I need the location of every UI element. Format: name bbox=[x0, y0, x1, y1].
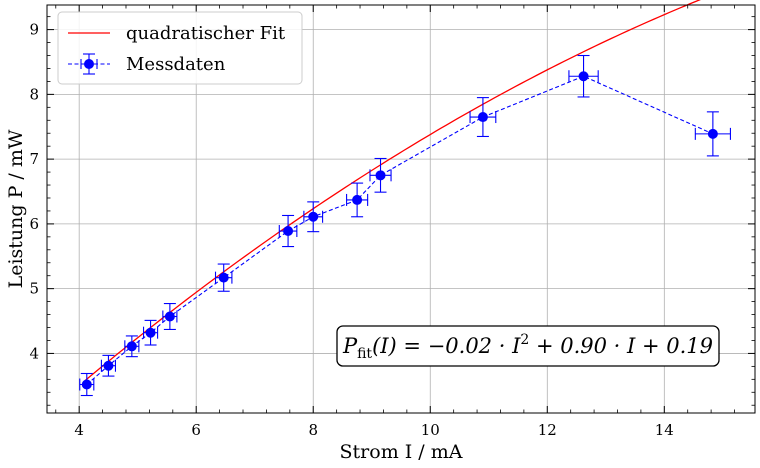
x-axis-label: Strom I / mA bbox=[340, 441, 463, 463]
legend-fit-label: quadratischer Fit bbox=[126, 23, 286, 44]
fit-equation-subscript: fit bbox=[357, 346, 372, 362]
fit-equation-superscript: 2 bbox=[520, 332, 529, 348]
y-tick-label: 4 bbox=[29, 344, 39, 362]
data-point-group bbox=[303, 201, 324, 233]
data-point bbox=[164, 311, 175, 322]
fit-equation-middle: (I) = −0.02 · I bbox=[372, 334, 521, 358]
x-tick-label: 14 bbox=[655, 421, 674, 439]
fit-equation-rhs: + 0.90 · I + 0.19 bbox=[529, 334, 713, 358]
data-point bbox=[707, 128, 718, 139]
x-tick-label: 12 bbox=[538, 421, 557, 439]
data-point bbox=[308, 211, 319, 222]
data-point-group bbox=[100, 354, 117, 377]
data-point bbox=[218, 272, 229, 283]
fit-equation-annotation: Pfit(I) = −0.02 · I2 + 0.90 · I + 0.19 bbox=[336, 325, 720, 367]
data-point-group bbox=[214, 263, 233, 292]
legend: quadratischer Fit Messdaten bbox=[57, 11, 303, 85]
data-point bbox=[103, 360, 114, 371]
tick-labels: 4 6 8 10 12 14 4 5 6 7 8 9 bbox=[29, 21, 673, 439]
y-axis-label: Leistung P / mW bbox=[5, 129, 27, 288]
fit-equation-lhs: P bbox=[342, 334, 358, 358]
x-tick-label: 4 bbox=[74, 421, 84, 439]
legend-data-label: Messdaten bbox=[126, 54, 226, 75]
legend-data-swatch bbox=[68, 53, 110, 75]
data-point-group bbox=[124, 335, 140, 358]
y-tick-label: 6 bbox=[29, 215, 39, 233]
fit-line bbox=[84, 0, 701, 382]
data-point-group bbox=[346, 182, 369, 218]
data-point bbox=[352, 194, 363, 205]
data-point-group bbox=[278, 214, 298, 248]
data-point-group bbox=[79, 372, 95, 397]
y-tick-label: 9 bbox=[29, 21, 39, 39]
fit-equation-box bbox=[336, 325, 720, 367]
y-tick-label: 5 bbox=[29, 280, 39, 298]
data-point-group bbox=[694, 111, 731, 157]
data-point bbox=[283, 226, 294, 237]
data-point bbox=[145, 327, 156, 338]
ticks bbox=[47, 5, 755, 413]
data-point bbox=[81, 379, 92, 390]
data-point-group bbox=[142, 319, 159, 346]
y-tick-label: 7 bbox=[29, 150, 39, 168]
x-tick-label: 6 bbox=[191, 421, 201, 439]
data-point-group bbox=[469, 97, 497, 138]
legend-box bbox=[57, 11, 303, 85]
data-point bbox=[375, 170, 386, 181]
data-point bbox=[477, 112, 488, 123]
plot-layer bbox=[79, 0, 731, 397]
data-point-group bbox=[369, 157, 392, 193]
y-tick-label: 8 bbox=[29, 85, 39, 103]
data-point bbox=[126, 341, 137, 352]
x-tick-label: 8 bbox=[308, 421, 318, 439]
fit-equation-text: Pfit(I) = −0.02 · I2 + 0.90 · I + 0.19 bbox=[342, 332, 713, 362]
data-point-group bbox=[162, 303, 178, 331]
x-tick-label: 10 bbox=[421, 421, 440, 439]
data-point bbox=[578, 71, 589, 82]
data-point-group bbox=[568, 54, 599, 98]
plot-frame bbox=[46, 4, 756, 414]
